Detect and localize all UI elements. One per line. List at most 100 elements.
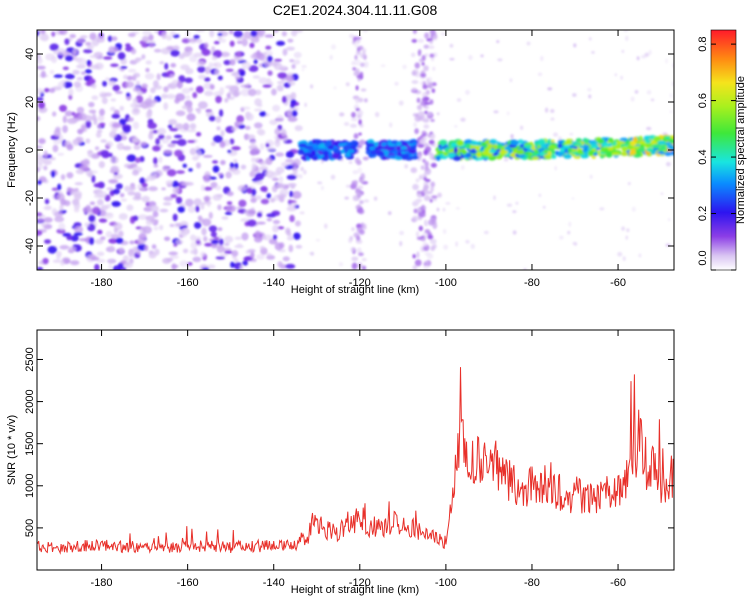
heatmap-blob: [152, 211, 159, 218]
heatmap-blob: [428, 139, 435, 145]
heatmap-blob: [184, 95, 191, 100]
heatmap-blob: [170, 140, 180, 144]
heatmap-blob: [343, 122, 350, 127]
heatmap-blob: [285, 263, 296, 269]
heatmap-blob: [262, 236, 267, 240]
heatmap-blob: [182, 248, 189, 254]
heatmap-blob: [64, 38, 70, 45]
heatmap-blob: [77, 57, 87, 66]
heatmap-blob: [117, 262, 124, 270]
colorbar-ticks: 0.0 0.2 0.4 0.6 0.8: [697, 36, 736, 271]
heatmap-blob: [119, 105, 125, 111]
heatmap-blob: [620, 75, 623, 80]
heatmap-blob: [389, 122, 393, 128]
heatmap-blob: [515, 149, 525, 155]
heatmap-blob: [175, 110, 186, 117]
heatmap-blob: [136, 251, 142, 255]
heatmap-blob: [97, 114, 105, 122]
heatmap-blob: [292, 166, 298, 174]
heatmap-blob: [108, 259, 113, 265]
heatmap-blob: [286, 236, 295, 241]
heatmap-blob: [112, 84, 120, 92]
heatmap-blob: [139, 177, 146, 185]
heatmap-blob: [125, 81, 135, 88]
heatmap-blob: [180, 64, 190, 71]
heatmap-blob: [424, 178, 431, 183]
heatmap-blob: [303, 169, 307, 175]
heatmap-blob: [85, 120, 92, 129]
heatmap-blob: [57, 152, 65, 156]
heatmap-blob: [300, 155, 306, 160]
heatmap-blob: [230, 261, 235, 268]
heatmap-blob: [162, 257, 172, 264]
heatmap-blob: [170, 49, 180, 57]
heatmap-blob: [66, 143, 74, 151]
heatmap-blob: [512, 230, 517, 235]
heatmap-blob: [363, 223, 367, 230]
heatmap-blob: [164, 62, 169, 70]
heatmap-blob: [217, 204, 222, 211]
heatmap-blob: [182, 51, 191, 57]
heatmap-blob: [424, 235, 427, 239]
heatmap-blob: [132, 137, 140, 143]
heatmap-blob: [416, 251, 420, 259]
heatmap-blob: [350, 123, 357, 128]
heatmap-blob: [96, 258, 106, 264]
colorbar: 0.0 0.2 0.4 0.6 0.8 Normalized spectral ampl…: [697, 29, 747, 271]
heatmap-blob: [327, 145, 334, 150]
x-tick-label: -60: [610, 577, 626, 589]
heatmap-blob: [89, 201, 96, 205]
heatmap-blob: [656, 151, 666, 155]
heatmap-blob: [215, 116, 222, 123]
heatmap-blob: [430, 186, 435, 192]
heatmap-blob: [104, 212, 114, 216]
heatmap-blob: [257, 103, 263, 108]
heatmap-blob: [119, 118, 127, 126]
heatmap-blob: [426, 190, 433, 195]
heatmap-blob: [588, 37, 592, 41]
heatmap-blob: [144, 244, 149, 252]
heatmap-blob: [285, 158, 294, 163]
heatmap-blob: [232, 91, 239, 98]
heatmap-blob: [190, 241, 198, 250]
heatmap-blob: [471, 155, 478, 159]
heatmap-blob: [493, 110, 499, 114]
heatmap-blob: [57, 183, 62, 191]
heatmap-blob: [123, 261, 133, 269]
heatmap-blob: [62, 125, 68, 134]
heatmap-blob: [87, 78, 96, 85]
colorbar-label: Normalized spectral amplitude: [735, 76, 747, 224]
heatmap-blob: [83, 114, 93, 122]
heatmap-blob: [381, 155, 387, 161]
heatmap-blob: [94, 238, 104, 245]
heatmap-blob: [73, 202, 81, 210]
heatmap-blob: [625, 139, 631, 145]
heatmap-blob: [410, 155, 419, 160]
heatmap-blob: [115, 237, 124, 244]
heatmap-blob: [62, 66, 69, 71]
heatmap-blob: [85, 169, 93, 177]
heatmap-blob: [198, 74, 207, 80]
heatmap-blob: [100, 236, 106, 241]
heatmap-blob: [564, 141, 570, 146]
heatmap-blob: [234, 236, 243, 240]
heatmap-blob: [611, 152, 620, 156]
heatmap-blob: [108, 46, 119, 54]
heatmap-blob: [248, 88, 257, 97]
heatmap-blob: [59, 203, 64, 212]
heatmap-blob: [356, 191, 363, 196]
heatmap-blob: [85, 138, 91, 144]
heatmap-blob: [284, 227, 291, 235]
heatmap-blob: [330, 174, 336, 180]
heatmap-blob: [224, 212, 233, 216]
heatmap-blob: [307, 153, 314, 159]
heatmap-blob: [195, 132, 202, 137]
heatmap-blob: [510, 133, 514, 139]
heatmap-blob: [89, 54, 100, 59]
heatmap-blob: [397, 151, 402, 157]
heatmap-blob: [657, 140, 666, 145]
heatmap-blob: [427, 219, 435, 226]
heatmap-blob: [542, 205, 546, 209]
heatmap-blob: [56, 255, 61, 260]
heatmap-blob: [356, 109, 364, 117]
